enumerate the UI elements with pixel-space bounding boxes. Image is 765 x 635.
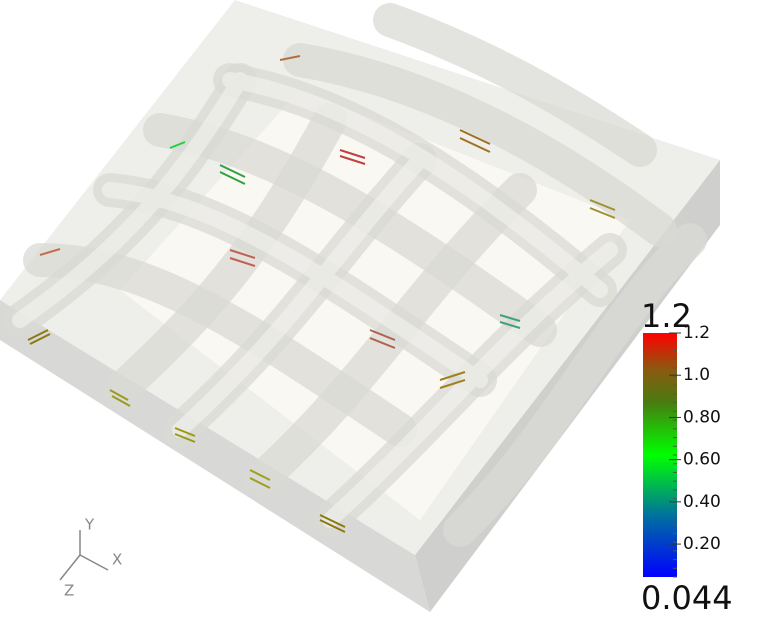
y-axis-label: Y: [84, 516, 95, 534]
colorbar-max-label: 1.2: [641, 297, 692, 335]
colorbar-tick-label: 0.60: [683, 450, 721, 470]
colorbar-tick-label: 0.40: [683, 492, 721, 512]
z-axis-label: Z: [64, 582, 74, 600]
colorbar-tick-label: 1.2: [683, 323, 710, 343]
x-axis-label: X: [112, 551, 122, 569]
colorbar-tick-label: 0.20: [683, 534, 721, 554]
z-axis-arrow: [59, 554, 81, 581]
colorbar-minor-ticks: [673, 332, 677, 578]
colorbar: [643, 333, 677, 577]
colorbar-min-label: 0.044: [641, 579, 733, 617]
x-axis-arrow: [79, 554, 109, 571]
colorbar-tick-label: 1.0: [683, 365, 710, 385]
colorbar-tick-label: 0.80: [683, 407, 721, 427]
axes-triad: [59, 530, 109, 581]
tubes: [3, 3, 707, 547]
